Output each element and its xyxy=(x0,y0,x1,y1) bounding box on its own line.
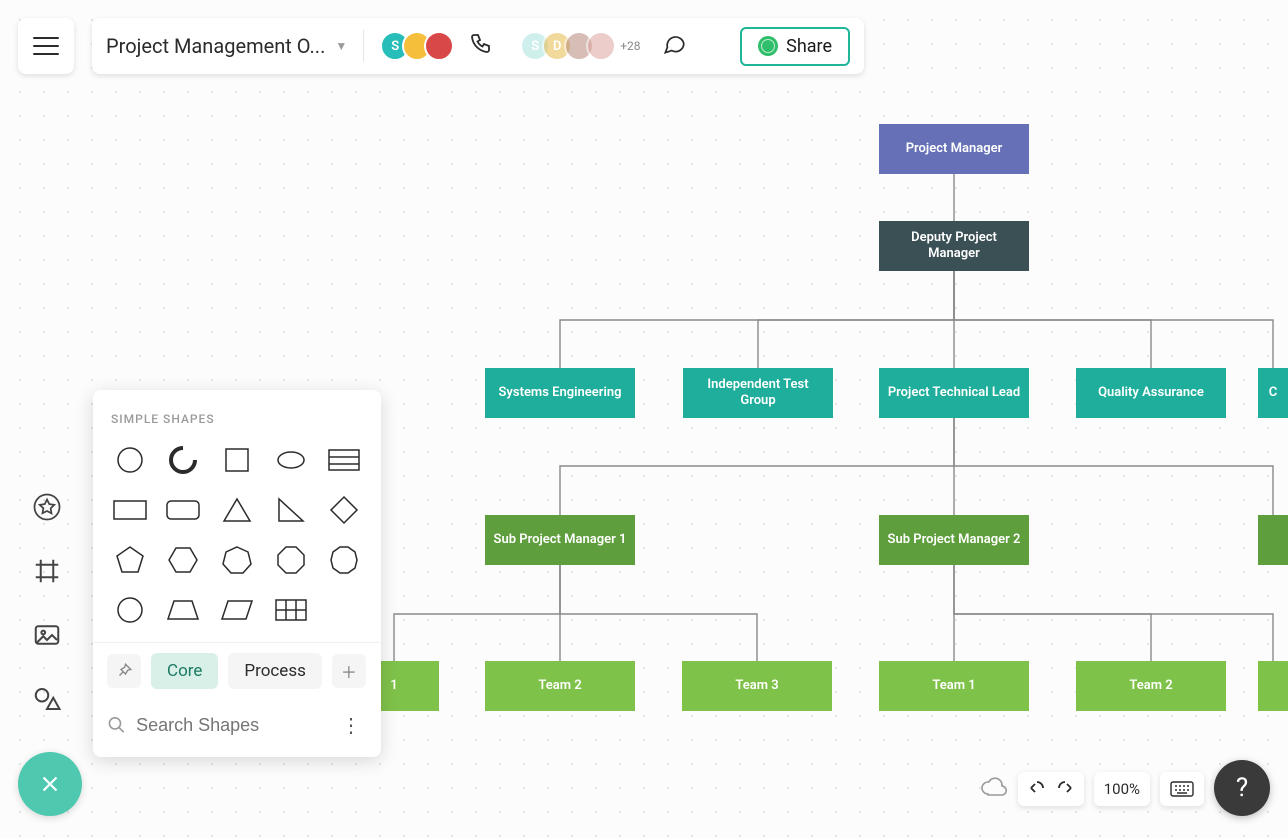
shape-table[interactable] xyxy=(321,440,367,480)
hamburger-menu-button[interactable] xyxy=(18,18,74,74)
pin-icon[interactable] xyxy=(107,654,141,688)
shapes-panel: SIMPLE SHAPES Core Process ＋ xyxy=(93,390,381,757)
shape-right-triangle[interactable] xyxy=(268,490,314,530)
shape-rounded-rect[interactable] xyxy=(161,490,207,530)
document-title[interactable]: Project Management O... xyxy=(106,34,325,58)
shape-hexagon[interactable] xyxy=(161,540,207,580)
shape-search-row: ⋮ xyxy=(93,699,381,757)
recent-collaborators[interactable]: SD xyxy=(520,31,616,61)
shape-decagon[interactable] xyxy=(321,540,367,580)
org-node-t2b[interactable]: Team 2 xyxy=(1076,661,1226,711)
shape-heptagon[interactable] xyxy=(214,540,260,580)
separator xyxy=(363,30,364,62)
cloud-sync-icon[interactable] xyxy=(980,776,1008,802)
org-node-t3b[interactable] xyxy=(1258,661,1288,711)
globe-icon xyxy=(758,36,778,56)
image-tool-icon[interactable] xyxy=(30,618,64,652)
shape-grid xyxy=(93,434,381,642)
org-node-ptl[interactable]: Project Technical Lead xyxy=(879,368,1029,418)
avatar[interactable] xyxy=(424,31,454,61)
close-panel-fab[interactable] xyxy=(18,752,82,816)
tab-process[interactable]: Process xyxy=(228,653,321,689)
shape-rectangle[interactable] xyxy=(107,490,153,530)
help-fab[interactable]: ? xyxy=(1214,760,1270,816)
shapes-heading: SIMPLE SHAPES xyxy=(93,412,381,434)
star-tool-icon[interactable] xyxy=(30,490,64,524)
collaborator-count: +28 xyxy=(620,39,640,53)
shape-square[interactable] xyxy=(214,440,260,480)
shape-grid4[interactable] xyxy=(268,590,314,630)
search-input[interactable] xyxy=(136,715,325,736)
org-node-pm[interactable]: Project Manager xyxy=(879,124,1029,174)
shape-search[interactable] xyxy=(107,714,325,736)
shape-category-tabs: Core Process ＋ xyxy=(93,642,381,699)
shape-octagon[interactable] xyxy=(268,540,314,580)
redo-icon[interactable] xyxy=(1056,779,1074,799)
org-node-t1b[interactable]: Team 1 xyxy=(879,661,1029,711)
org-node-spm2[interactable]: Sub Project Manager 2 xyxy=(879,515,1029,565)
org-node-itg[interactable]: Independent Test Group xyxy=(683,368,833,418)
share-label: Share xyxy=(786,36,832,57)
add-tab-button[interactable]: ＋ xyxy=(332,654,366,688)
shape-circle2[interactable] xyxy=(107,590,153,630)
zoom-level[interactable]: 100% xyxy=(1094,772,1150,806)
avatar[interactable] xyxy=(586,31,616,61)
tab-core[interactable]: Core xyxy=(151,653,218,689)
bottom-controls: 100% xyxy=(980,772,1204,806)
active-collaborators[interactable]: S xyxy=(380,31,454,61)
phone-icon[interactable] xyxy=(468,32,492,60)
org-node-cm[interactable]: C xyxy=(1258,368,1288,418)
shape-parallelogram[interactable] xyxy=(214,590,260,630)
share-button[interactable]: Share xyxy=(740,27,850,66)
keyboard-icon[interactable] xyxy=(1160,772,1204,806)
title-dropdown-icon[interactable]: ▼ xyxy=(335,39,347,53)
frame-tool-icon[interactable] xyxy=(30,554,64,588)
org-node-qa[interactable]: Quality Assurance xyxy=(1076,368,1226,418)
shape-pentagon[interactable] xyxy=(107,540,153,580)
org-node-spm3[interactable] xyxy=(1258,515,1288,565)
shape-trapezoid[interactable] xyxy=(161,590,207,630)
shape-ellipse[interactable] xyxy=(268,440,314,480)
search-icon xyxy=(107,714,126,736)
undo-redo xyxy=(1018,772,1084,806)
shape-triangle[interactable] xyxy=(214,490,260,530)
org-node-spm1[interactable]: Sub Project Manager 1 xyxy=(485,515,635,565)
undo-icon[interactable] xyxy=(1028,779,1046,799)
more-options-icon[interactable]: ⋮ xyxy=(335,709,367,741)
org-node-syseng[interactable]: Systems Engineering xyxy=(485,368,635,418)
shape-arc[interactable] xyxy=(161,440,207,480)
top-bar: Project Management O... ▼ S SD +28 Share xyxy=(92,18,864,74)
shapes-tool-icon[interactable] xyxy=(30,682,64,716)
left-toolbar xyxy=(30,490,64,716)
org-node-t2a[interactable]: Team 2 xyxy=(485,661,635,711)
chat-icon[interactable] xyxy=(661,31,687,61)
shape-diamond[interactable] xyxy=(321,490,367,530)
org-node-t3a[interactable]: Team 3 xyxy=(682,661,832,711)
org-node-dpm[interactable]: Deputy Project Manager xyxy=(879,221,1029,271)
shape-circle[interactable] xyxy=(107,440,153,480)
